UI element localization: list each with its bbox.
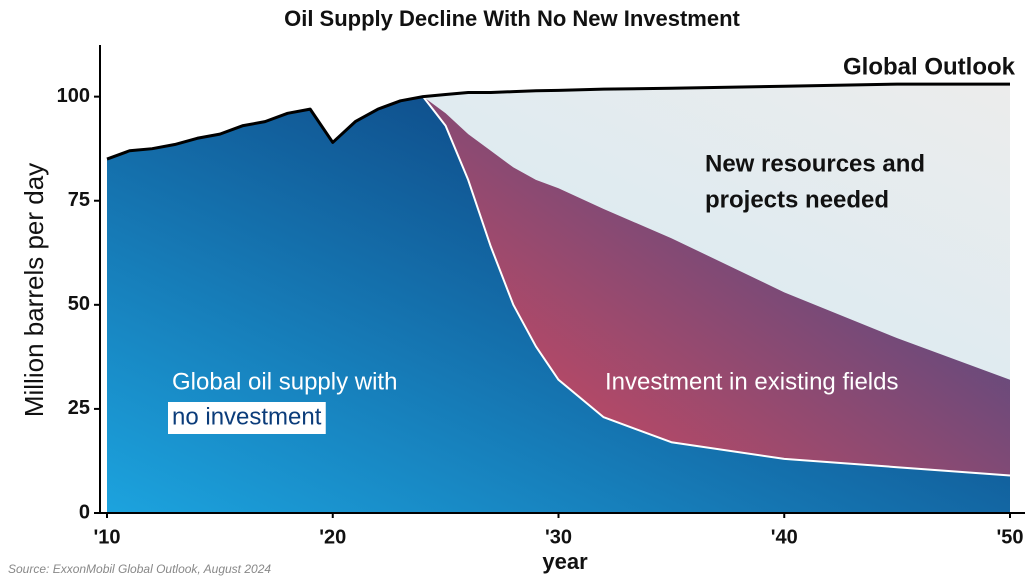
- source: Source: ExxonMobil Global Outlook, Augus…: [8, 562, 271, 576]
- y-tick-label: 75: [68, 189, 90, 211]
- y-tick-label: 0: [79, 501, 90, 523]
- x-tick-label: '10: [93, 526, 120, 548]
- highlight: [168, 402, 326, 434]
- y-tick-label: 25: [68, 397, 90, 419]
- series-line: [422, 96, 1011, 477]
- x-tick-label: '30: [545, 526, 572, 548]
- series-label: Investment in existing fields: [605, 368, 898, 395]
- x-tick-label: '50: [996, 526, 1023, 548]
- annotation: New resources and: [705, 150, 925, 177]
- x-axis-label: year: [542, 549, 588, 574]
- area: [107, 96, 1010, 514]
- y-tick-label: 100: [57, 85, 90, 107]
- series-label: Global oil supply with: [172, 368, 397, 395]
- annotation: projects needed: [705, 186, 889, 213]
- chart-title: Oil Supply Decline With No New Investmen…: [284, 6, 740, 31]
- series-line: [106, 82, 1010, 161]
- y-tick-label: 50: [68, 293, 90, 315]
- x-tick-label: '40: [771, 526, 798, 548]
- x-tick-label: '20: [319, 526, 346, 548]
- series-label: no investment: [172, 403, 322, 430]
- series-label: Global Outlook: [843, 53, 1016, 80]
- y-axis-label: Million barrels per day: [19, 163, 49, 417]
